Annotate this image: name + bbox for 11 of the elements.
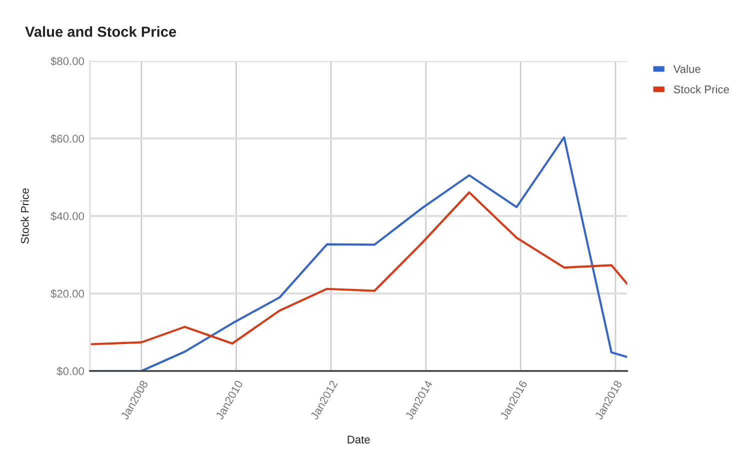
y-tick-label: $80.00 [50,56,84,66]
y-tick-label: $0.00 [56,366,84,376]
legend-label: Value [673,64,700,73]
y-tick-label: $20.00 [50,289,84,298]
y-tick-label: $60.00 [50,134,84,144]
chart-title: Value and Stock Price [25,26,176,37]
line-series [90,191,628,346]
y-tick-label: $40.00 [50,212,84,221]
x-axis-title: Date [348,436,370,444]
y-axis-title: Stock Price [20,188,29,244]
legend-label: Stock Price [674,85,729,94]
